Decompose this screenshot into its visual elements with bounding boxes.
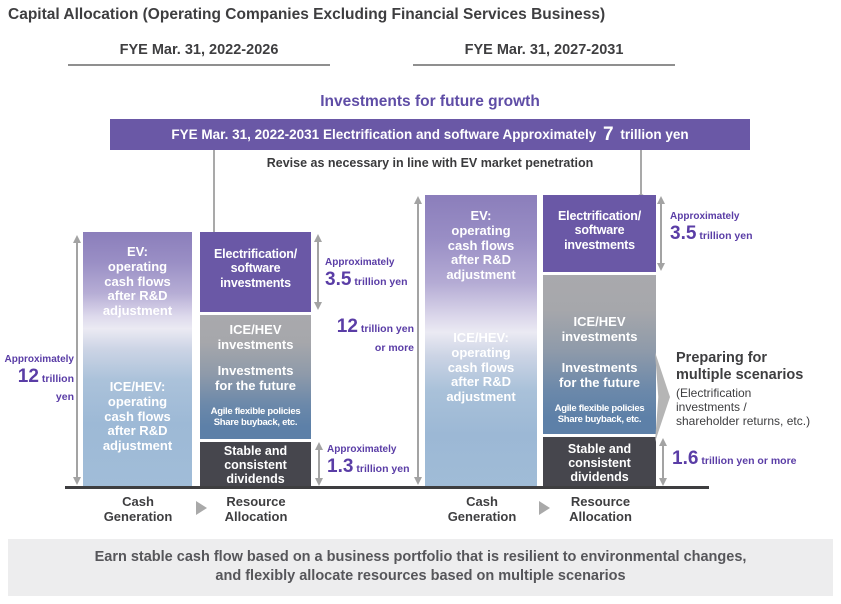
measure-arrow-1-3-left <box>315 442 323 486</box>
preparing-arrow-icon <box>655 352 670 442</box>
growth-heading: Investments for future growth <box>320 93 540 110</box>
electrification-value-left: Approximately 3.5 trillion yen <box>325 257 408 290</box>
preparing-title: Preparing for multiple scenarios <box>676 350 804 384</box>
growth-banner: FYE Mar. 31, 2022-2031 Electrification a… <box>110 119 750 150</box>
flow-arrow-icon-left <box>196 501 207 515</box>
electrification-value-right: Approximately 3.5 trillion yen <box>670 211 753 244</box>
axis-label-resource-left: Resource Allocation <box>224 494 288 525</box>
period-header-left: FYE Mar. 31, 2022-2026 <box>68 42 330 66</box>
footer-banner: Earn stable cash flow based on a busines… <box>8 539 833 596</box>
future-investments-label-left: Investments for the future <box>215 363 296 393</box>
ice-investments-label-right: ICE/HEV investments <box>561 314 638 344</box>
preparing-subtitle: (Electrification investments / sharehold… <box>676 385 811 429</box>
future-investments-label-right: Investments for the future <box>559 360 640 390</box>
mid-segment-right: ICE/HEV investments Investments for the … <box>543 275 656 434</box>
ev-cash-label-left: EV: operating cash flows after R&D adjus… <box>102 244 173 319</box>
cash-generation-bar-left: EV: operating cash flows after R&D adjus… <box>83 232 192 487</box>
footer-text: Earn stable cash flow based on a busines… <box>94 549 747 584</box>
revise-note: Revise as necessary in line with EV mark… <box>266 156 594 170</box>
flow-arrow-icon-right <box>539 501 550 515</box>
agile-policies-label-right: Agile flexible policies Share buyback, e… <box>554 403 645 426</box>
ice-cash-label-right: ICE/HEV: operating cash flows after R&D … <box>446 330 516 405</box>
ev-cash-label-right: EV: operating cash flows after R&D adjus… <box>446 208 516 283</box>
dividends-label-right: Stable and consistent dividends <box>567 442 632 484</box>
banner-big-number: 7 <box>603 124 614 145</box>
electrification-label-left: Electrification/ software investments <box>214 247 297 290</box>
cash-generation-bar-right: EV: operating cash flows after R&D adjus… <box>425 195 537 487</box>
baseline <box>65 486 709 489</box>
resource-allocation-bar-right: Electrification/ software investments IC… <box>543 195 656 487</box>
page-title: Capital Allocation (Operating Companies … <box>8 6 606 23</box>
cash-value-right: 12 trillion yen or more <box>336 316 414 354</box>
measure-arrow-1-6-right <box>659 438 667 486</box>
mid-segment-left: ICE/HEV investments Investments for the … <box>200 315 311 439</box>
electrification-segment-left: Electrification/ software investments <box>200 232 311 312</box>
ice-investments-label-left: ICE/HEV investments <box>217 322 294 352</box>
preparing-note: Preparing for multiple scenarios (Electr… <box>676 350 841 428</box>
measure-arrow-3-5-left <box>314 234 322 310</box>
period-header-right: FYE Mar. 31, 2027-2031 <box>413 42 675 66</box>
axis-label-resource-right: Resource Allocation <box>569 494 632 525</box>
dividends-label-left: Stable and consistent dividends <box>223 444 288 486</box>
electrification-segment-right: Electrification/ software investments <box>543 195 656 272</box>
measure-arrow-3-5-right <box>657 196 665 271</box>
cash-value-left: Approximately 12 trillion yen <box>4 354 74 404</box>
electrification-label-right: Electrification/ software investments <box>558 209 641 252</box>
resource-allocation-bar-left: Electrification/ software investments IC… <box>200 232 311 487</box>
banner-suffix: trillion yen <box>620 127 689 142</box>
dividends-value-left: Approximately 1.3 trillion yen <box>327 444 410 477</box>
agile-policies-label-left: Agile flexible policies Share buyback, e… <box>210 406 301 429</box>
banner-connector-right <box>637 150 645 202</box>
dividends-segment-left: Stable and consistent dividends <box>200 442 311 487</box>
dividends-value-right: 1.6 trillion yen or more <box>672 448 797 469</box>
axis-label-cash-left: Cash Generation <box>103 494 173 525</box>
axis-label-cash-right: Cash Generation <box>447 494 517 525</box>
dividends-segment-right: Stable and consistent dividends <box>543 437 656 487</box>
banner-prefix: FYE Mar. 31, 2022-2031 Electrification a… <box>171 127 597 142</box>
measure-arrow-12-right <box>414 196 422 485</box>
measure-arrow-12-left <box>73 235 81 485</box>
banner-connector-left <box>210 150 218 240</box>
ice-cash-label-left: ICE/HEV: operating cash flows after R&D … <box>102 379 173 454</box>
